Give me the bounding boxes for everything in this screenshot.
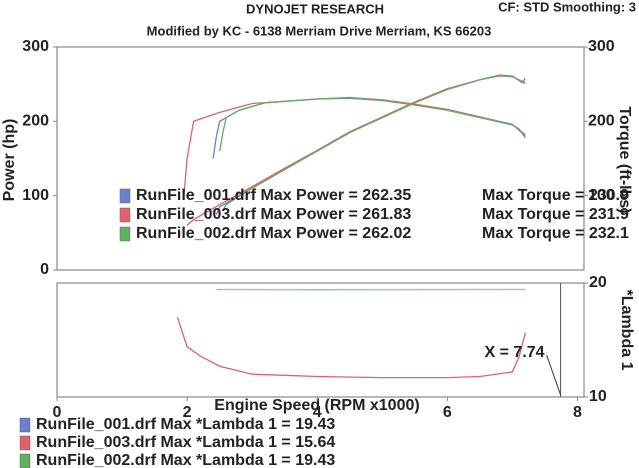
y-tick-label: 10 bbox=[589, 388, 607, 405]
legend-label: RunFile_001.drf Max Power = 262.35 bbox=[136, 187, 411, 204]
title: DYNOJET RESEARCH bbox=[246, 1, 384, 16]
series-line bbox=[222, 74, 526, 211]
legend-torque: Max Torque = 231.9 bbox=[482, 206, 629, 223]
series-line bbox=[176, 316, 527, 379]
legend-swatch bbox=[19, 453, 31, 468]
top-plot-frame bbox=[56, 46, 585, 271]
y2-tick-label: 300 bbox=[588, 38, 615, 55]
y2-axis-label: Torque (ft-lbs) bbox=[616, 106, 633, 213]
x-tick-label: 0 bbox=[53, 404, 62, 421]
legend-swatch bbox=[19, 435, 31, 451]
legend-label: RunFile_002.drf Max *Lambda 1 = 19.43 bbox=[36, 452, 335, 468]
y-tick-label: 20 bbox=[589, 274, 607, 291]
subtitle: Modified by KC - 6138 Merriam Drive Merr… bbox=[147, 23, 492, 38]
y2-tick-label: 200 bbox=[588, 113, 615, 130]
legend-label: RunFile_002.drf Max Power = 262.02 bbox=[136, 225, 411, 242]
legend-swatch bbox=[119, 207, 131, 223]
legend-torque: Max Torque = 230.9 bbox=[482, 187, 629, 204]
cursor-label: X = 7.74 bbox=[485, 344, 545, 361]
y-tick-label: 0 bbox=[40, 261, 49, 278]
series-line bbox=[212, 97, 526, 159]
legend-torque: Max Torque = 232.1 bbox=[482, 225, 629, 242]
cursor-leader bbox=[546, 354, 562, 396]
x-axis-label: Engine Speed (RPM x1000) bbox=[214, 397, 419, 414]
y-tick-label: 100 bbox=[22, 187, 49, 204]
settings: CF: STD Smoothing: 3 bbox=[498, 0, 636, 14]
y-tick-label: 200 bbox=[22, 113, 49, 130]
legend-swatch bbox=[19, 417, 31, 433]
x-tick-label: 4 bbox=[313, 404, 322, 421]
y-axis-label: Power (hp) bbox=[1, 119, 18, 202]
legend-swatch bbox=[119, 226, 131, 242]
x-tick-label: 2 bbox=[183, 404, 192, 421]
lambda-axis-label: *Lambda 1 bbox=[618, 290, 635, 371]
bottom-plot-frame bbox=[56, 282, 585, 398]
x-tick-label: 8 bbox=[573, 404, 582, 421]
y2-tick-label: 100 bbox=[588, 187, 615, 204]
legend-label: RunFile_001.drf Max *Lambda 1 = 19.43 bbox=[36, 416, 335, 433]
legend-swatch bbox=[119, 188, 131, 204]
y-tick-label: 300 bbox=[22, 38, 49, 55]
x-tick-label: 6 bbox=[443, 404, 452, 421]
legend-label: RunFile_003.drf Max Power = 261.83 bbox=[136, 206, 411, 223]
legend-label: RunFile_003.drf Max *Lambda 1 = 15.64 bbox=[36, 434, 335, 451]
series-line bbox=[219, 96, 526, 152]
